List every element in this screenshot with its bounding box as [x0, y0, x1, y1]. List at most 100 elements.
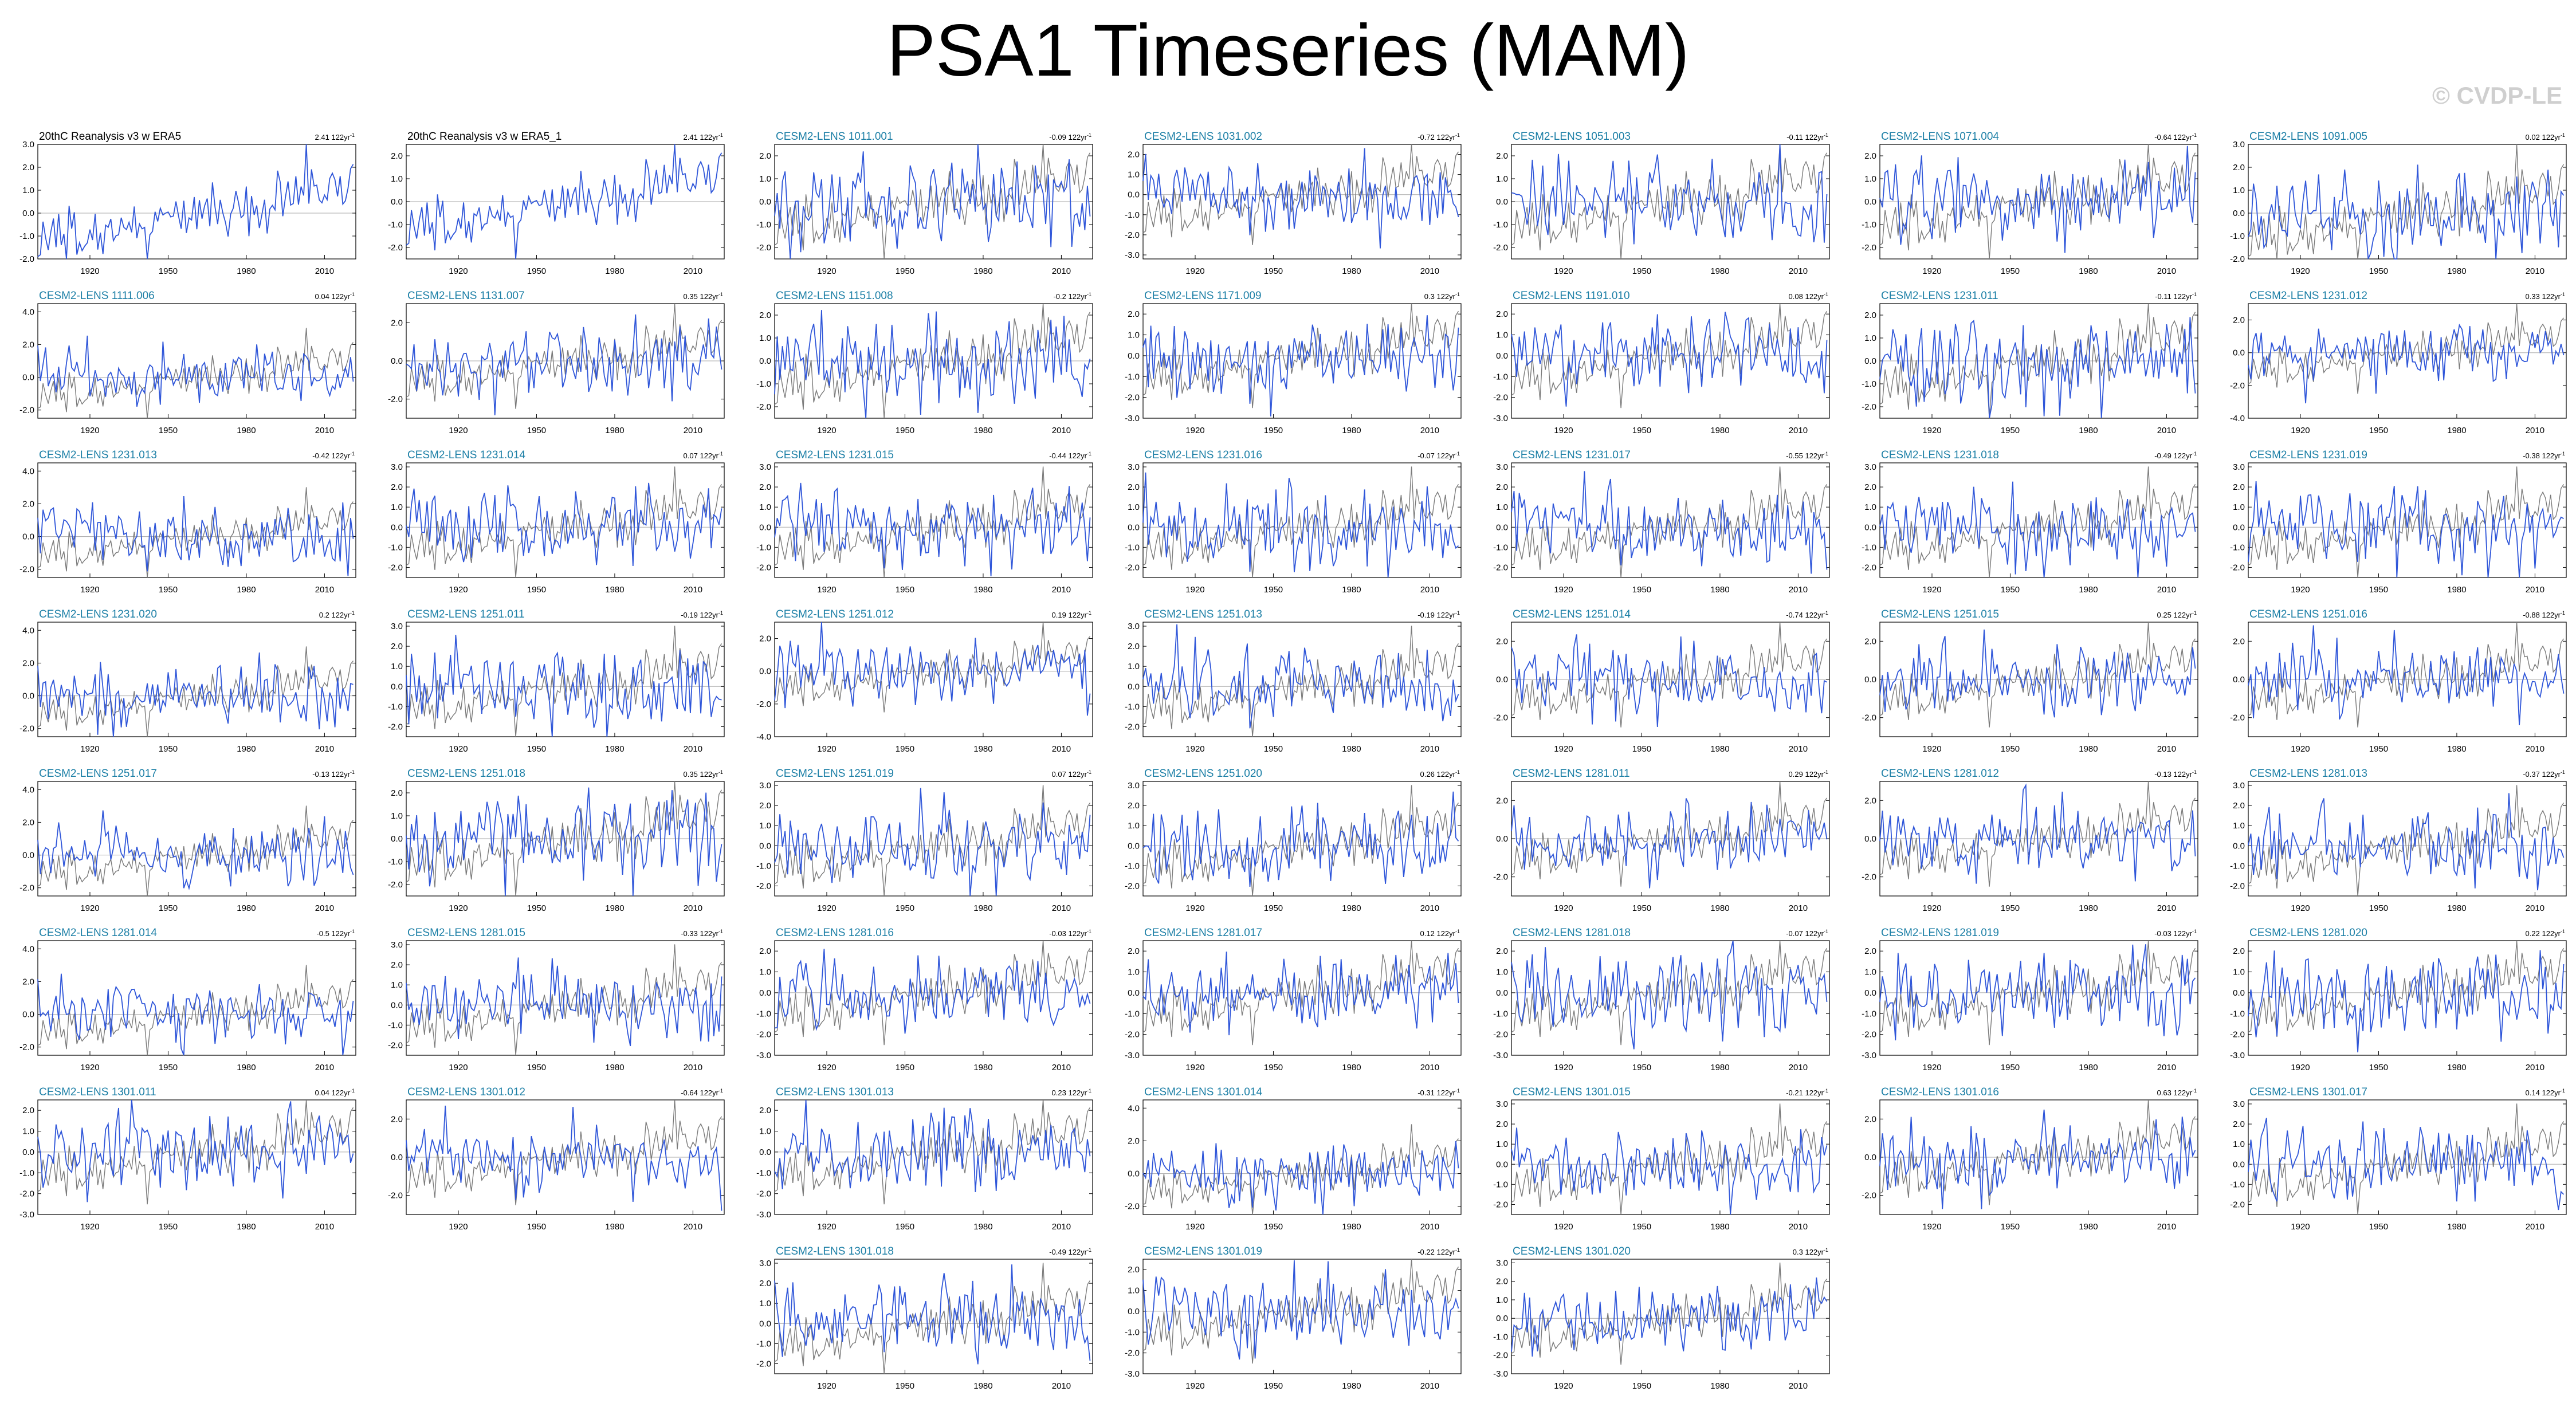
reference-series-line [1511, 1103, 1828, 1215]
y-tick-label: 3.0 [2233, 781, 2245, 791]
x-tick-label: 2010 [2526, 585, 2544, 595]
reference-series-line [1879, 466, 2196, 578]
y-tick-label: -2.0 [1125, 722, 1140, 732]
x-tick-label: 1980 [1342, 1063, 1361, 1072]
y-tick-label: -1.0 [2230, 861, 2245, 871]
panel-series-line [37, 144, 354, 260]
x-tick-label: 1980 [1710, 585, 1729, 595]
panel-title: CESM2-LENS 1301.017 [2249, 1086, 2367, 1098]
y-tick-label: -2.0 [1125, 1349, 1140, 1358]
y-tick-label: 2.0 [1128, 482, 1140, 492]
y-tick-label: -1.0 [1125, 702, 1140, 712]
x-tick-label: 1980 [973, 1063, 992, 1072]
y-tick-label: -1.0 [1862, 379, 1876, 389]
y-tick-label: 2.0 [2233, 482, 2245, 492]
panel-trend-label: -0.5 122yr-1 [316, 929, 355, 938]
y-tick-label: 2.0 [759, 634, 771, 644]
plot-frame [1142, 781, 1462, 897]
x-tick-label: 1980 [1710, 1063, 1729, 1072]
x-tick-label: 1950 [159, 1222, 178, 1232]
panel-title: 20thC Reanalysis v3 w ERA5_1 [407, 131, 561, 143]
y-tick-label: -2.0 [756, 563, 771, 572]
y-tick-label: 2.0 [1128, 801, 1140, 811]
y-tick-label: 0.0 [22, 1147, 34, 1157]
y-tick-label: 2.0 [22, 499, 34, 509]
panel-trend-label: 2.41 122yr-1 [684, 132, 723, 142]
x-tick-label: 1950 [2369, 585, 2388, 595]
panel-series-line [1142, 472, 1459, 578]
reference-series-line [1142, 466, 1459, 578]
panel-series-line [1511, 471, 1828, 574]
y-tick-label: -2.0 [2230, 381, 2245, 391]
panel-trend-label: -0.49 122yr-1 [2154, 451, 2197, 460]
y-tick-label: 0.0 [1128, 988, 1140, 998]
panel-title: CESM2-LENS 1231.016 [1144, 449, 1262, 461]
y-tick-label: 0.0 [2233, 841, 2245, 851]
y-tick-label: 0.0 [759, 841, 771, 851]
page-title: PSA1 Timeseries (MAM) [886, 10, 1690, 92]
x-tick-label: 1950 [896, 1063, 914, 1072]
y-tick-label: 2.0 [1864, 482, 1876, 492]
y-tick-label: 1.0 [391, 662, 403, 671]
x-tick-label: 1950 [527, 585, 546, 595]
y-tick-label: -2.0 [756, 699, 771, 709]
timeseries-panel: CESM2-LENS 1281.018 -0.07 122yr-1 2.0 1.0 0.… [1493, 927, 1830, 1072]
x-tick-label: 2010 [2526, 1063, 2544, 1072]
y-tick-label: 0.0 [759, 1319, 771, 1328]
x-tick-label: 1950 [2369, 266, 2388, 276]
y-tick-label: 2.0 [22, 977, 34, 986]
panel-trend-label: -0.44 122yr-1 [1049, 451, 1091, 460]
panel-title: CESM2-LENS 1251.017 [39, 768, 157, 780]
x-tick-label: 1920 [1922, 1063, 1941, 1072]
panel-trend-label: 0.02 122yr-1 [2526, 132, 2565, 142]
y-tick-label: -2.0 [388, 1040, 403, 1050]
reference-series-line [1142, 626, 1459, 737]
panel-title: CESM2-LENS 1191.010 [1513, 290, 1630, 302]
y-tick-label: 2.0 [759, 1279, 771, 1288]
panel-title: CESM2-LENS 1301.012 [407, 1086, 525, 1098]
y-tick-label: 0.0 [1128, 841, 1140, 851]
y-tick-label: 2.0 [2233, 1119, 2245, 1129]
plot-frame [1511, 303, 1830, 419]
panel-trend-label: 0.25 122yr-1 [2157, 610, 2197, 619]
panel-series-line [2248, 481, 2564, 578]
y-tick-label: 0.0 [22, 851, 34, 860]
y-tick-label: 3.0 [1496, 1099, 1508, 1109]
timeseries-panel: CESM2-LENS 1031.002 -0.72 122yr-1 2.0 1.0 0.… [1125, 131, 1462, 276]
y-tick-label: -2.0 [19, 406, 34, 415]
timeseries-panel: CESM2-LENS 1231.016 -0.07 122yr-1 3.0 2.0 1.… [1125, 449, 1462, 595]
x-tick-label: 1920 [80, 266, 99, 276]
y-tick-label: 1.0 [391, 980, 403, 990]
x-tick-label: 1980 [973, 266, 992, 276]
plot-frame [1511, 1099, 1830, 1215]
x-tick-label: 1980 [2079, 1222, 2098, 1232]
x-tick-label: 1950 [159, 1063, 178, 1072]
y-tick-label: 2.0 [1128, 1265, 1140, 1275]
y-tick-label: -2.0 [1125, 881, 1140, 891]
y-tick-label: -2.0 [388, 722, 403, 732]
y-tick-label: 0.0 [1128, 1307, 1140, 1316]
x-tick-label: 1980 [2079, 585, 2098, 595]
y-tick-label: 0.0 [2233, 988, 2245, 998]
panel-series-line [774, 310, 1091, 419]
x-tick-label: 2010 [1052, 1063, 1071, 1072]
y-tick-label: 1.0 [1496, 502, 1508, 512]
y-tick-label: -1.0 [388, 1020, 403, 1030]
panel-series-line [406, 957, 722, 1047]
y-tick-label: 0.0 [1128, 522, 1140, 532]
reference-series-line [1142, 1259, 1459, 1364]
panel-series-line [1511, 1277, 1828, 1357]
y-tick-label: 1.0 [1496, 968, 1508, 977]
x-tick-label: 1980 [605, 1222, 624, 1232]
timeseries-panel: CESM2-LENS 1281.020 0.22 122yr-1 2.0 1.0 0.0… [2230, 927, 2567, 1072]
x-tick-label: 2010 [1052, 585, 1071, 595]
panel-series-line [1142, 791, 1459, 887]
y-tick-label: -2.0 [1493, 243, 1508, 253]
timeseries-panel: CESM2-LENS 1231.018 -0.49 122yr-1 3.0 2.0 1.… [1862, 449, 2198, 595]
y-tick-label: 1.0 [1128, 821, 1140, 831]
x-tick-label: 2010 [315, 585, 334, 595]
y-tick-label: 2.0 [759, 310, 771, 320]
plot-frame [1142, 622, 1462, 737]
plot-frame [774, 1099, 1093, 1215]
reference-series-line [37, 328, 354, 419]
